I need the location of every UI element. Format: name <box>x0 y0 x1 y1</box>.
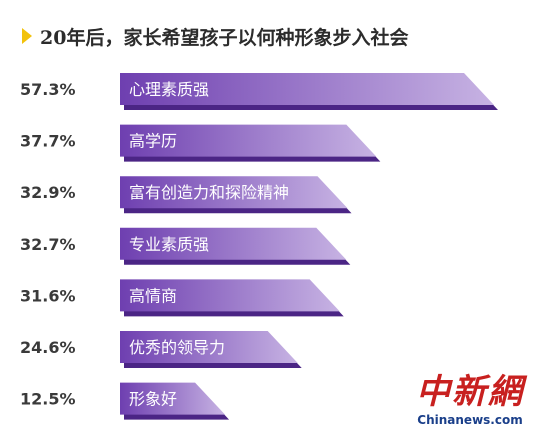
chart-title-row: 20年后，家长希望孩子以何种形象步入社会 <box>0 20 540 52</box>
category-label: 形象好 <box>129 390 177 409</box>
bar <box>120 279 340 312</box>
value-label: 24.6% <box>20 338 76 357</box>
value-label: 12.5% <box>20 390 76 409</box>
bar <box>120 176 348 209</box>
chart-title: 20年后，家长希望孩子以何种形象步入社会 <box>40 27 409 49</box>
value-label: 31.6% <box>20 286 76 305</box>
category-label: 专业素质强 <box>129 235 209 254</box>
chinanews-watermark: 中新網 Chinanews.com <box>410 373 530 441</box>
category-label: 高学历 <box>129 132 177 151</box>
title-marker-icon <box>22 28 32 44</box>
bar <box>120 124 377 157</box>
value-label: 37.7% <box>20 132 76 151</box>
bar <box>120 331 298 363</box>
bars-layer: 57.3% 心理素质强 37.7% 高学历 32.9% 富有创造力和探险精神 32.7% 专业… <box>20 73 498 420</box>
category-label: 心理素质强 <box>129 80 209 99</box>
bar <box>120 73 494 105</box>
category-label: 高情商 <box>129 286 177 305</box>
watermark-url: Chinanews.com <box>417 413 523 427</box>
bar <box>120 227 347 260</box>
value-label: 32.9% <box>20 183 76 202</box>
value-label: 32.7% <box>20 235 76 254</box>
bar <box>120 382 226 415</box>
watermark-logo: 中新網 <box>416 372 524 412</box>
category-label: 优秀的领导力 <box>129 338 225 357</box>
value-label: 57.3% <box>20 80 76 99</box>
category-label: 富有创造力和探险精神 <box>129 183 289 202</box>
